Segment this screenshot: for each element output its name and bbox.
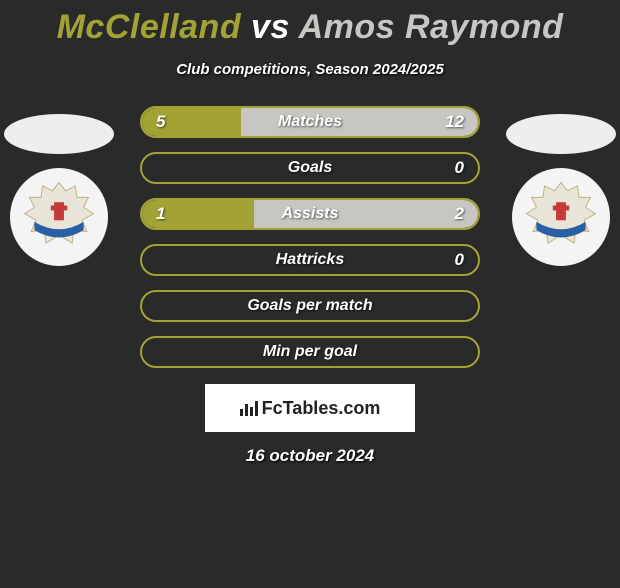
crest-icon bbox=[18, 176, 100, 258]
player2-name: Amos Raymond bbox=[299, 8, 564, 46]
stat-fill-right bbox=[241, 108, 478, 136]
stat-value-right: 0 bbox=[455, 158, 464, 178]
subtitle: Club competitions, Season 2024/2025 bbox=[0, 61, 620, 78]
stat-label: Goals per match bbox=[247, 297, 372, 315]
stat-label: Min per goal bbox=[263, 343, 357, 361]
stat-bar: Hattricks 0 bbox=[140, 244, 480, 276]
stat-bar: Assists 1 2 bbox=[140, 198, 480, 230]
bars-icon bbox=[240, 401, 258, 416]
brand-text: FcTables.com bbox=[262, 398, 381, 419]
stat-bar: Matches 5 12 bbox=[140, 106, 480, 138]
stat-bar: Goals 0 bbox=[140, 152, 480, 184]
flag-left bbox=[4, 114, 114, 154]
stat-bar: Min per goal bbox=[140, 336, 480, 368]
stat-label: Hattricks bbox=[276, 251, 344, 269]
stat-label: Goals bbox=[288, 159, 332, 177]
stat-label: Assists bbox=[282, 205, 339, 223]
stat-value-left: 1 bbox=[156, 204, 165, 224]
club-crest-right bbox=[512, 168, 610, 266]
stat-value-right: 12 bbox=[445, 112, 464, 132]
comparison-title: McClelland vs Amos Raymond bbox=[0, 8, 620, 47]
player1-name: McClelland bbox=[57, 8, 241, 46]
stat-value-left: 5 bbox=[156, 112, 165, 132]
fctables-logo: FcTables.com bbox=[240, 398, 381, 419]
flag-right bbox=[506, 114, 616, 154]
stat-bars: Matches512Goals0Assists12Hattricks0Goals… bbox=[140, 106, 480, 368]
stat-bar: Goals per match bbox=[140, 290, 480, 322]
stat-value-right: 2 bbox=[455, 204, 464, 224]
stat-value-right: 0 bbox=[455, 250, 464, 270]
club-crest-left bbox=[10, 168, 108, 266]
stat-label: Matches bbox=[278, 113, 342, 131]
vs-text: vs bbox=[251, 8, 290, 46]
date-text: 16 october 2024 bbox=[0, 446, 620, 466]
comparison-stage: Matches512Goals0Assists12Hattricks0Goals… bbox=[0, 106, 620, 368]
brand-box: FcTables.com bbox=[205, 384, 415, 432]
crest-icon bbox=[520, 176, 602, 258]
